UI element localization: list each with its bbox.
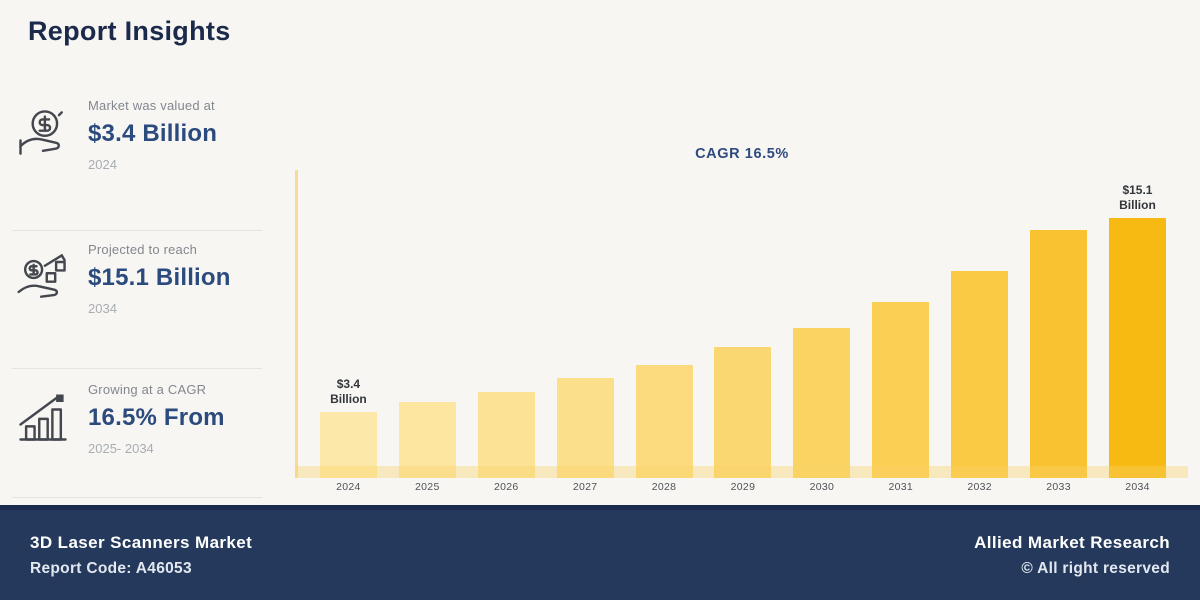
x-tick-label: 2034 bbox=[1125, 481, 1150, 493]
divider bbox=[12, 497, 262, 498]
baseline-band bbox=[295, 466, 1188, 478]
footer-right: Allied Market Research © All right reser… bbox=[974, 533, 1170, 578]
y-axis-line bbox=[295, 170, 298, 478]
x-tick-label: 2028 bbox=[651, 481, 677, 493]
bar-column-2024: $3.4 Billion bbox=[319, 183, 377, 478]
report-code: Report Code: A46053 bbox=[30, 559, 192, 577]
x-tick-label: 2025 bbox=[415, 481, 440, 493]
stat-text: Growing at a CAGR 16.5% From 2025- 2034 bbox=[88, 376, 225, 456]
bar-2032 bbox=[951, 271, 1009, 478]
x-tick-label: 2027 bbox=[572, 481, 598, 493]
coins-in-hand-icon bbox=[12, 102, 74, 164]
bar-column-2033 bbox=[1030, 183, 1088, 478]
bar-column-2030 bbox=[793, 183, 851, 478]
report-name: 3D Laser Scanners Market bbox=[30, 532, 253, 552]
stat-block-projection: Projected to reach $15.1 Billion 2034 bbox=[12, 236, 284, 316]
stat-period: 2025- 2034 bbox=[88, 441, 154, 456]
x-tick-label: 2033 bbox=[1046, 481, 1071, 493]
stat-text: Projected to reach $15.1 Billion 2034 bbox=[88, 236, 231, 316]
stat-block-market-value: Market was valued at $3.4 Billion 2024 bbox=[12, 92, 284, 172]
x-tick-label: 2032 bbox=[967, 481, 992, 493]
bar-2026 bbox=[477, 392, 535, 478]
bar-value-label: $15.1 Billion bbox=[1119, 183, 1156, 212]
bar-2034 bbox=[1108, 218, 1166, 478]
divider bbox=[12, 230, 262, 231]
x-tick-label: 2024 bbox=[336, 481, 361, 493]
stat-period: 2024 bbox=[88, 157, 117, 172]
sidebar: Report Insights Market was valued at $3.… bbox=[0, 0, 296, 505]
bar-column-2028 bbox=[635, 183, 693, 478]
publisher-name: Allied Market Research bbox=[974, 532, 1170, 552]
bar-column-2032 bbox=[951, 183, 1009, 478]
x-tick-label: 2030 bbox=[809, 481, 835, 493]
footer: 3D Laser Scanners Market Report Code: A4… bbox=[0, 505, 1200, 600]
footer-left: 3D Laser Scanners Market Report Code: A4… bbox=[30, 533, 252, 578]
stat-value: $15.1 Billion bbox=[88, 264, 231, 291]
money-growth-hand-icon bbox=[12, 246, 74, 308]
bar-column-2026 bbox=[477, 183, 535, 478]
bar-2029 bbox=[714, 347, 772, 478]
stat-text: Market was valued at $3.4 Billion 2024 bbox=[88, 92, 217, 172]
stat-label: Projected to reach bbox=[88, 242, 198, 257]
bar-2031 bbox=[872, 302, 930, 478]
bar-2033 bbox=[1030, 230, 1088, 478]
bar-value-label: $3.4 Billion bbox=[330, 377, 367, 406]
x-axis-ticks: 2024 2025 2026 2027 2028 2029 2030 2031 2032 2033… bbox=[298, 481, 1188, 493]
chart-cagr-title: CAGR 16.5% bbox=[695, 146, 789, 162]
bar-2024 bbox=[319, 412, 377, 478]
stat-block-cagr: Growing at a CAGR 16.5% From 2025- 2034 bbox=[12, 376, 284, 456]
x-tick-label: 2029 bbox=[730, 481, 756, 493]
bars-row: $3.4 Billion $15.1 Billion bbox=[298, 183, 1188, 478]
bar-column-2027 bbox=[556, 183, 614, 478]
bar-column-2029 bbox=[714, 183, 772, 478]
growth-bars-arrow-icon bbox=[12, 386, 74, 448]
stat-value: 16.5% From bbox=[88, 404, 225, 431]
bar-2025 bbox=[398, 402, 456, 478]
stat-period: 2034 bbox=[88, 301, 117, 316]
bar-2028 bbox=[635, 365, 693, 478]
x-tick-label: 2031 bbox=[888, 481, 914, 493]
bar-2027 bbox=[556, 378, 614, 478]
x-tick-label: 2026 bbox=[493, 481, 519, 493]
page-title: Report Insights bbox=[28, 16, 231, 46]
bar-column-2025 bbox=[398, 183, 456, 478]
stat-value: $3.4 Billion bbox=[88, 120, 218, 147]
bar-column-2031 bbox=[872, 183, 930, 478]
stat-label: Growing at a CAGR bbox=[88, 382, 207, 397]
bar-column-2034: $15.1 Billion bbox=[1108, 183, 1166, 478]
stat-label: Market was valued at bbox=[88, 98, 215, 113]
copyright-text: © All right reserved bbox=[1021, 559, 1170, 577]
divider bbox=[12, 368, 262, 369]
bar-2030 bbox=[793, 328, 851, 478]
